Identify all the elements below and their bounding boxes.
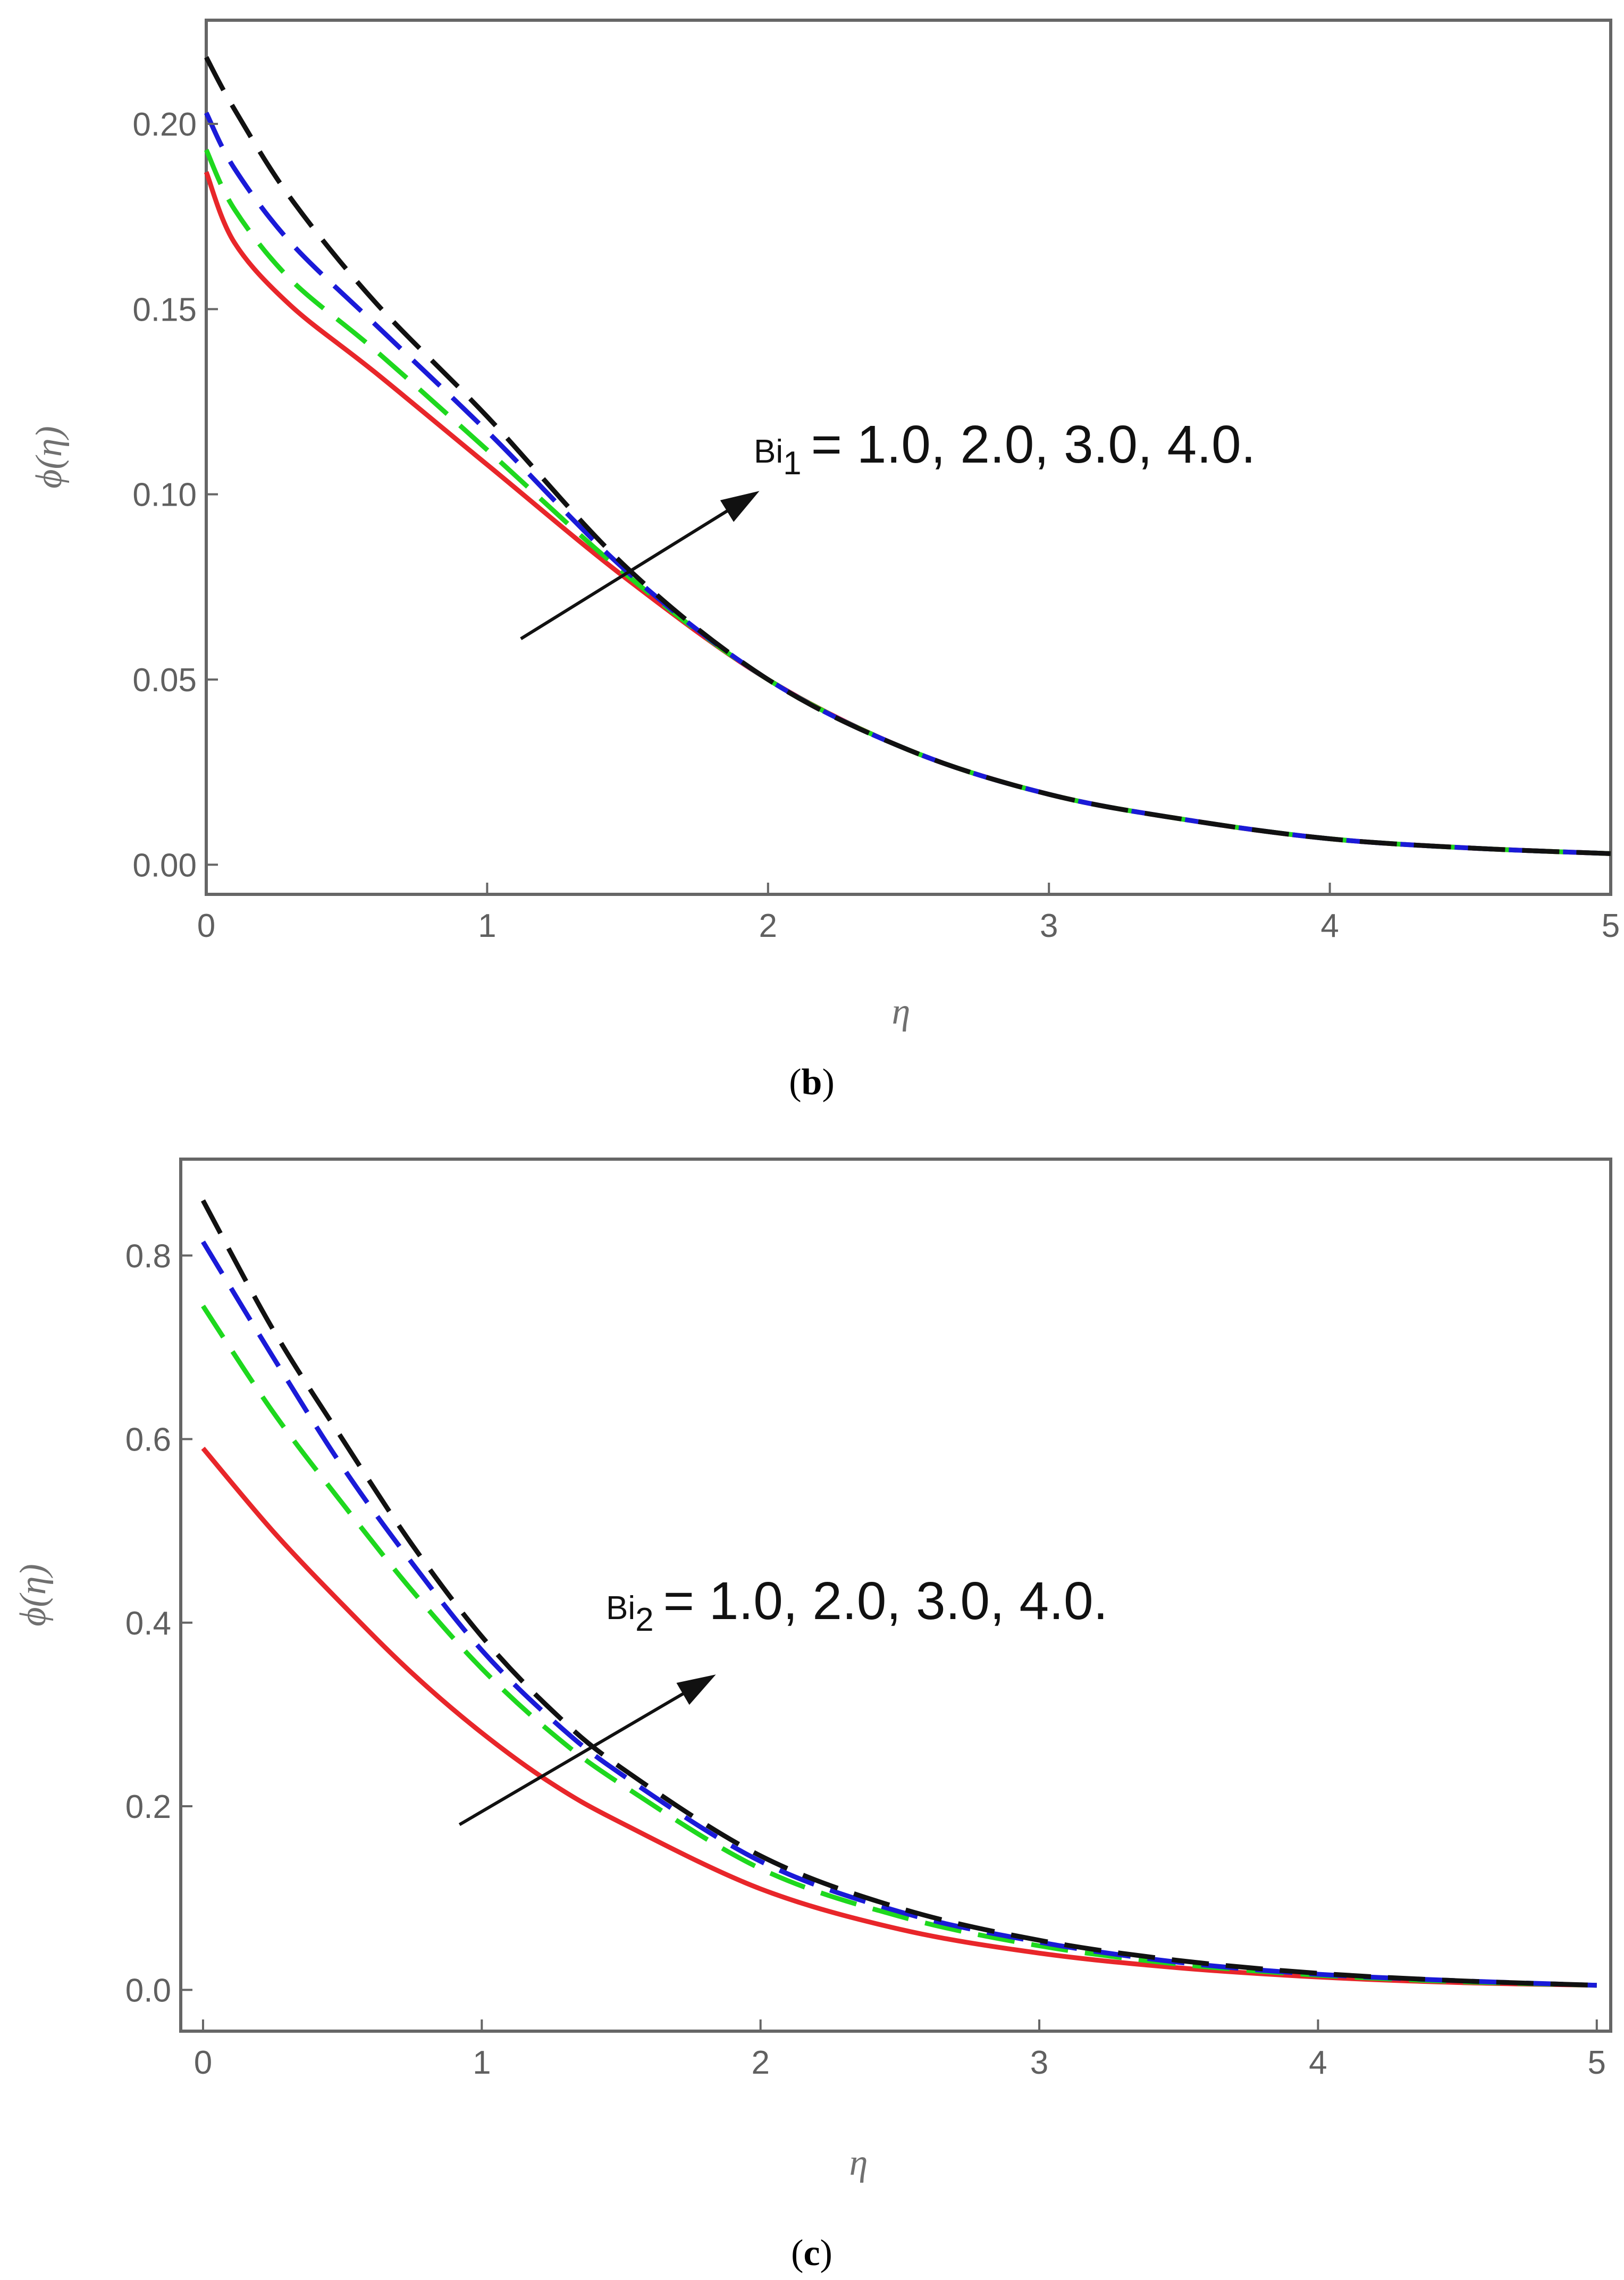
panel-b-y-tick-label: 0.20: [132, 106, 197, 143]
panel-b-annotation-arrow: [520, 491, 760, 640]
panel-b-x-tick-label: 2: [759, 908, 777, 944]
panel-b-x-tick-label: 1: [478, 908, 496, 944]
panel-c-caption: (c): [791, 2233, 832, 2274]
panel-c-x-tick-label: 5: [1588, 2044, 1606, 2081]
panel-b-series-line-4: [204, 56, 1611, 856]
panel-c-y-tick-label: 0.0: [125, 1972, 171, 2009]
panel-b-y-tick-label: 0.15: [132, 291, 197, 328]
panel-c-frame: [179, 1158, 1612, 2033]
panel-c-x-tick-label: 3: [1030, 2044, 1048, 2081]
panel-c-y-tick-label: 0.8: [125, 1238, 171, 1275]
panel-b-y-tick-label: 0.10: [132, 477, 197, 514]
panel-b-series-line-3: [204, 112, 1611, 856]
panel-c-x-tick-label: 1: [473, 2044, 491, 2081]
panel-c-x-tick-label: 2: [751, 2044, 769, 2081]
panel-b-x-tick-label: 4: [1320, 908, 1339, 944]
panel-b-caption: (b): [789, 1062, 835, 1103]
panel-b-x-tick-label: 0: [197, 908, 215, 944]
panel-b-y-tick-label: 0.05: [132, 662, 197, 699]
panel-c-annotation-arrow: [458, 1674, 716, 1826]
panel-b-x-axis-label: η: [892, 991, 911, 1032]
panel-b-x-tick-label: 3: [1040, 908, 1058, 944]
panel-c-y-tick-label: 0.4: [125, 1605, 171, 1642]
panel-b-x-tick-label: 5: [1602, 908, 1620, 944]
panel-c-annotation: Bi2 = 1.0, 2.0, 3.0, 4.0.: [606, 1571, 1108, 1638]
panel-c-x-axis-label: η: [849, 2142, 868, 2183]
panel-c-y-axis-label: ϕ(η): [13, 1564, 54, 1627]
panel-b-y-tick-label: 0.00: [132, 847, 197, 884]
panel-c-plot: 0 1 2 3 4 5 0.0 0.2 0.4 0.6 0.8 ϕ(η) η Bi2 = 1.0, …: [13, 1158, 1612, 2274]
panel-b-annotation: Bi1 = 1.0, 2.0, 3.0, 4.0.: [754, 415, 1256, 482]
panel-c-y-tick-label: 0.6: [125, 1422, 171, 1458]
panel-c-x-tick-label: 4: [1309, 2044, 1327, 2081]
panel-c-x-tick-label: 0: [194, 2044, 212, 2081]
panel-b-y-axis-label: ϕ(η): [29, 426, 70, 489]
panel-b-plot: 0 1 2 3 4 5 0.00 0.05 0.10 0.15 0.20 ϕ(η) η Bi1 = …: [29, 19, 1620, 1103]
panel-c-series-line-4: [200, 1199, 1597, 1988]
panel-c-y-tick-label: 0.2: [125, 1789, 171, 1825]
